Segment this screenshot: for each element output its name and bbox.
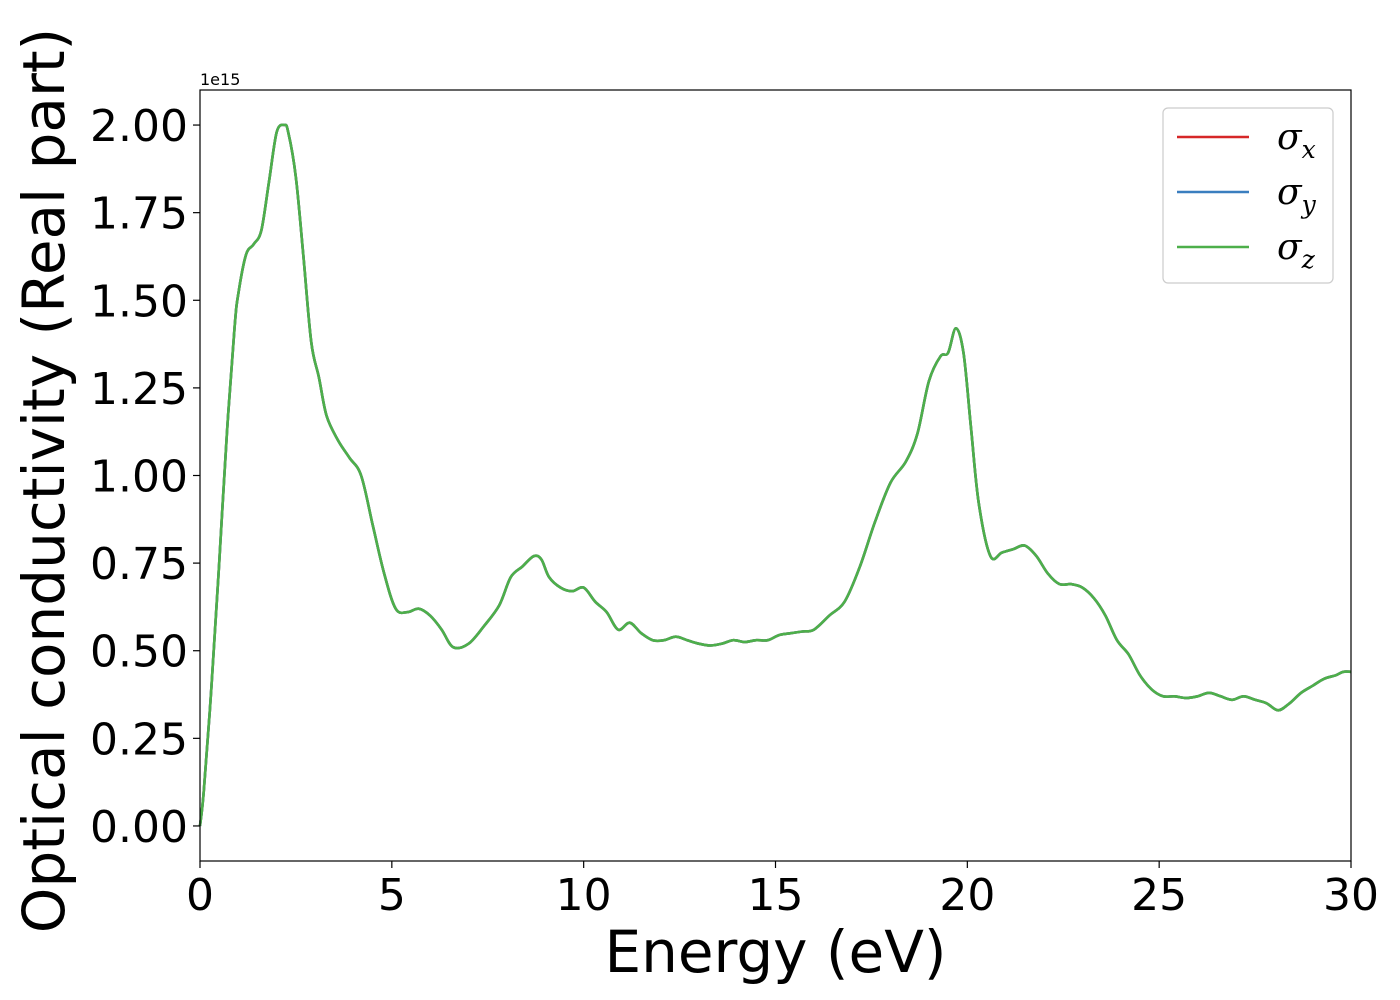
y-tick-label: 0.00	[90, 802, 188, 853]
series-line-z	[198, 123, 1352, 827]
x-tick-label: 25	[1131, 870, 1187, 921]
legend-label-y: σy	[1277, 172, 1317, 219]
x-tick-label: 10	[556, 870, 612, 921]
x-tick-label: 15	[748, 870, 804, 921]
x-tick-label: 0	[186, 870, 214, 921]
x-axis: 0 5 10 15 20 25 30	[186, 861, 1379, 921]
y-tick-label: 1.00	[90, 452, 188, 503]
y-tick-label: 0.75	[90, 539, 188, 590]
legend-label-symbol: σ	[1277, 227, 1303, 268]
legend-box	[1162, 107, 1334, 284]
x-tick-label: 5	[378, 870, 406, 921]
legend-label-x: σx	[1277, 117, 1316, 164]
x-tick-label: 20	[939, 870, 995, 921]
y-axis-label: Optical conductivity (Real part)	[10, 28, 78, 933]
y-axis: 0.00 0.25 0.50 0.75 1.00 1.25 1.50 1.75 2.00	[90, 101, 200, 853]
legend-label-z: σz	[1277, 227, 1316, 274]
series-layer	[198, 123, 1352, 827]
y-tick-label: 2.00	[90, 101, 188, 152]
y-tick-label: 1.25	[90, 364, 188, 415]
y-tick-label: 1.50	[90, 276, 188, 327]
y-tick-label: 0.25	[90, 714, 188, 765]
legend-label-subscript: x	[1302, 135, 1316, 164]
y-offset-label: 1e15	[200, 70, 240, 89]
x-axis-label: Energy (eV)	[604, 918, 946, 986]
y-tick-label: 0.50	[90, 627, 188, 678]
y-tick-label: 1.75	[90, 189, 188, 240]
legend-label-subscript: z	[1301, 245, 1316, 274]
legend-label-subscript: y	[1301, 190, 1317, 219]
x-tick-label: 30	[1323, 870, 1379, 921]
legend-label-symbol: σ	[1277, 117, 1303, 158]
legend-label-symbol: σ	[1277, 172, 1303, 213]
